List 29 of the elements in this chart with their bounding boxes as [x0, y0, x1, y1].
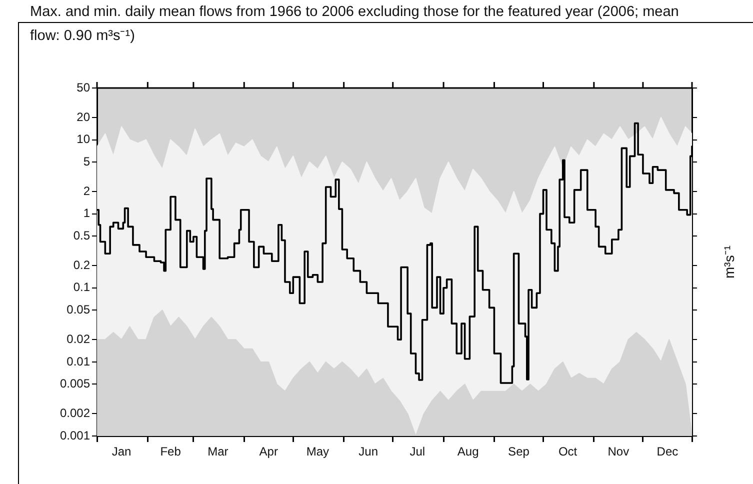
- x-tick-label: Feb: [160, 444, 182, 459]
- y-tick-label: 0.01: [66, 354, 90, 368]
- y-tick-label: 0.002: [60, 406, 90, 420]
- y-tick-label: 0.05: [66, 302, 90, 316]
- x-tick-label: Sep: [508, 444, 530, 459]
- y-tick-label: 0.005: [60, 376, 90, 391]
- x-tick-label: Jul: [410, 444, 426, 459]
- x-tick-label: Jan: [112, 444, 132, 459]
- y-tick-label: 5: [83, 154, 90, 168]
- y-tick-label: 2: [83, 184, 90, 198]
- x-tick-label: Jun: [358, 444, 378, 459]
- y-tick-label: 0.02: [66, 332, 90, 346]
- y-tick-label: 0.2: [73, 258, 90, 272]
- x-tick-label: May: [306, 444, 330, 459]
- x-tick-label: Oct: [558, 444, 578, 459]
- y-tick-label: 0.5: [73, 228, 90, 242]
- y-axis-title: m³s⁻¹: [720, 245, 737, 278]
- x-tick-label: Mar: [208, 444, 228, 459]
- y-tick-label: 0.1: [73, 280, 90, 294]
- x-tick-label: Apr: [259, 444, 278, 459]
- y-tick-label: 20: [76, 110, 90, 124]
- x-tick-label: Dec: [656, 444, 678, 459]
- x-tick-label: Nov: [608, 444, 630, 459]
- x-tick-label: Aug: [457, 444, 479, 459]
- y-tick-label: 10: [76, 132, 90, 146]
- chart-title: Max. and min. daily mean flows from 1966 to 2006 excluding those for the featured year (2006; mean flow: 0.90 m³s⁻¹): [30, 3, 680, 46]
- y-tick-label: 0.001: [60, 428, 90, 442]
- y-tick-label: 1: [83, 206, 90, 220]
- y-tick-label: 50: [76, 80, 90, 94]
